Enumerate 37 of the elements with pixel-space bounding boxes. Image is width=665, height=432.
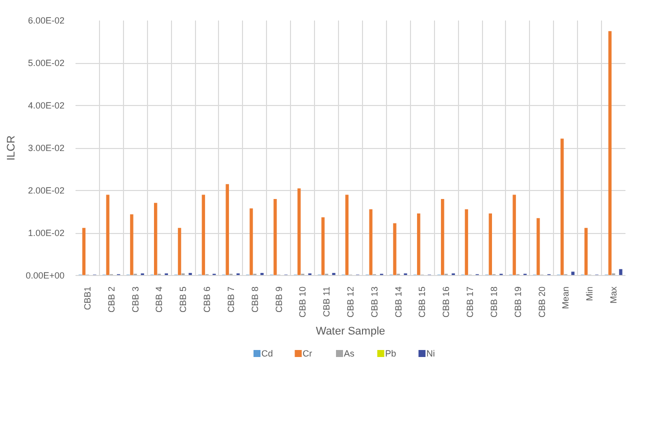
y-tick-label: 5.00E-02: [28, 58, 65, 68]
x-tick-label: CBB 20: [536, 286, 547, 318]
x-tick-label: CBB 13: [369, 286, 380, 318]
x-tick-label: CBB 6: [202, 286, 212, 313]
y-axis-title: ILCR: [6, 135, 18, 161]
x-tick-label: CBB 5: [178, 286, 188, 313]
x-tick-label: CBB 17: [465, 286, 476, 318]
legend-label: As: [344, 348, 355, 358]
x-tick-label: CBB 16: [441, 286, 452, 318]
x-tick-label: CBB 14: [393, 286, 404, 318]
legend-label: Cd: [261, 348, 273, 358]
y-tick-label: 1.00E-02: [28, 228, 65, 238]
y-tick-label: 0.00E+00: [26, 270, 65, 280]
x-tick-label: CBB 4: [154, 286, 164, 313]
y-tick-label: 6.00E-02: [28, 16, 65, 26]
x-tick-label: CBB 9: [274, 286, 284, 313]
x-tick-label: CBB 12: [346, 286, 356, 318]
x-tick-label: CBB 18: [488, 286, 499, 318]
x-tick-label: CBB 11: [322, 286, 332, 317]
y-tick-label: 4.00E-02: [28, 100, 65, 110]
x-tick-label: Min: [584, 286, 595, 301]
x-tick-label: CBB 15: [417, 286, 428, 318]
x-tick-label: CBB 10: [298, 286, 308, 318]
legend-label: Cr: [302, 348, 312, 358]
x-tick-label: CBB 19: [512, 286, 523, 318]
x-axis-title: Water Sample: [316, 326, 386, 338]
y-tick-label: 3.00E-02: [28, 143, 65, 153]
x-tick-label: Mean: [560, 286, 571, 310]
x-tick-label: CBB 2: [106, 286, 116, 313]
y-tick-label: 2.00E-02: [28, 186, 65, 196]
legend-label: Ni: [426, 348, 435, 358]
x-tick-label: CBB 8: [250, 286, 260, 313]
x-tick-label: Max: [608, 286, 619, 304]
x-tick-label: CBB 3: [130, 286, 140, 313]
legend-label: Pb: [385, 348, 396, 358]
x-tick-label: CBB 7: [226, 286, 236, 313]
x-tick-label: CBB1: [82, 286, 92, 310]
